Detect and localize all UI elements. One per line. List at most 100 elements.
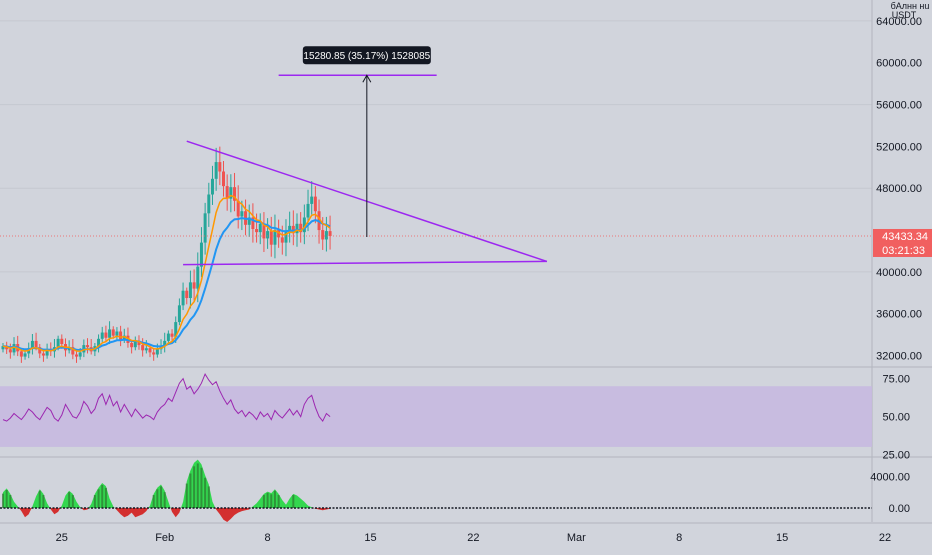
candle-body — [56, 338, 60, 348]
candle-body — [321, 230, 325, 240]
candle-body — [23, 353, 27, 357]
oscillator-tick-label: 0.00 — [889, 503, 910, 515]
candle-body — [130, 342, 134, 348]
oscillator-strong-bar — [2, 493, 4, 508]
candle-body — [328, 231, 332, 236]
oscillator-strong-bar — [196, 463, 199, 508]
triangle-lower-trendline[interactable] — [183, 260, 547, 266]
time-tick-label: 8 — [265, 532, 271, 544]
candle-body — [181, 290, 185, 306]
candle-body — [141, 345, 145, 351]
candle-body — [41, 353, 45, 356]
oscillator-strong-bar — [71, 495, 74, 508]
candles-layer — [1, 146, 332, 363]
candle-body — [310, 196, 314, 204]
time-tick-label: 22 — [467, 532, 479, 544]
time-tick-label: 8 — [676, 532, 682, 544]
oscillator-strong-bar — [273, 490, 276, 508]
candle-body — [291, 225, 295, 234]
last-price-badge — [873, 228, 932, 243]
candle-body — [60, 338, 64, 345]
candle-body — [155, 349, 159, 355]
oscillator-strong-bar — [93, 495, 96, 508]
oscillator-positive-area — [3, 459, 331, 508]
oscillator-strong-bar — [204, 477, 207, 508]
candle-body — [38, 347, 42, 354]
candle-body — [247, 217, 251, 225]
oscillator-tick-labels: 4000.00 0.00 — [870, 472, 910, 515]
candle-body — [233, 187, 237, 201]
oscillator-strong-bar — [277, 495, 280, 508]
time-axis[interactable]: 25 Feb 8 15 22 Mar 8 15 22 — [56, 532, 891, 544]
rsi-tick-labels: 75.00 50.00 25.00 — [882, 374, 910, 462]
candle-body — [306, 203, 310, 218]
quote-currency-label: USDT — [892, 10, 917, 20]
candle-body — [170, 333, 174, 337]
candle-body — [240, 211, 244, 217]
measure-label-box: 15280.85 (35.17%) 1528085 — [302, 46, 431, 65]
candle-body — [255, 229, 259, 233]
candle-body — [5, 346, 9, 350]
candle-body — [280, 237, 284, 243]
candle-body — [185, 290, 189, 299]
time-tick-label: Feb — [155, 532, 174, 544]
price-axis[interactable]: бАлнн нu USDT 64000.00 60000.00 56000.00 52… — [873, 1, 932, 363]
candle-body — [295, 223, 299, 234]
rsi-tick-label: 50.00 — [882, 412, 910, 424]
candle-body — [12, 344, 16, 353]
candle-body — [188, 282, 192, 299]
oscillator-strong-bar — [266, 492, 269, 508]
candle-body — [133, 340, 137, 348]
rsi-tick-label: 75.00 — [882, 374, 910, 386]
oscillator-strong-bar — [200, 467, 203, 508]
candle-body — [258, 223, 262, 233]
rsi-band — [0, 386, 872, 447]
oscillator-strong-bar — [193, 466, 196, 508]
candle-body — [108, 329, 112, 338]
candle-body — [111, 329, 115, 336]
arrow-up-icon — [362, 74, 372, 83]
candle-body — [199, 242, 203, 267]
candle-body — [324, 231, 328, 240]
price-tick-label: 48000.00 — [876, 183, 922, 195]
oscillator-negative-area — [18, 507, 331, 522]
measure-label-background — [302, 46, 431, 65]
countdown-badge — [873, 242, 932, 257]
oscillator-strong-bar — [207, 486, 210, 508]
candle-body — [177, 305, 181, 323]
oscillator-strong-bar — [104, 487, 107, 508]
candle-body — [1, 346, 5, 350]
candle-body — [115, 331, 119, 336]
candle-body — [100, 332, 104, 339]
price-tick-label: 60000.00 — [876, 58, 922, 70]
price-tick-label: 36000.00 — [876, 309, 922, 321]
candle-body — [266, 231, 270, 239]
candle-body — [163, 340, 167, 347]
rsi-pane — [0, 386, 872, 447]
oscillator-strong-bar — [42, 495, 45, 508]
oscillator-strong-bar — [101, 484, 104, 508]
candle-body — [273, 230, 277, 245]
candle-body — [78, 352, 82, 357]
candle-body — [222, 171, 225, 187]
candle-body — [299, 223, 303, 233]
time-tick-label: 25 — [56, 532, 68, 544]
oscillator-strong-bar — [189, 473, 192, 508]
oscillator-strong-bar — [163, 492, 166, 508]
candle-body — [236, 200, 240, 217]
candle-body — [86, 345, 90, 348]
candle-body — [302, 217, 306, 233]
measured-move[interactable] — [362, 74, 372, 238]
candle-body — [269, 231, 273, 245]
rsi-tick-label: 25.00 — [882, 449, 910, 461]
ema-fast-line — [2, 194, 331, 353]
oscillator-strong-bar — [185, 483, 188, 508]
countdown-label: 03:21:33 — [882, 245, 925, 257]
candle-body — [137, 340, 141, 346]
price-tick-label: 40000.00 — [876, 267, 922, 279]
oscillator-strong-bar — [38, 490, 41, 508]
symbol-header: бАлнн нu — [891, 1, 930, 11]
grid-layer — [0, 0, 932, 524]
